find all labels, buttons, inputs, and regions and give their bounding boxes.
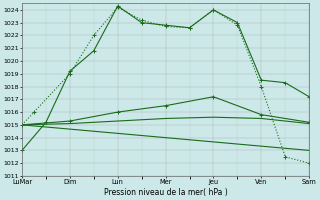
X-axis label: Pression niveau de la mer( hPa ): Pression niveau de la mer( hPa ) [104,188,228,197]
